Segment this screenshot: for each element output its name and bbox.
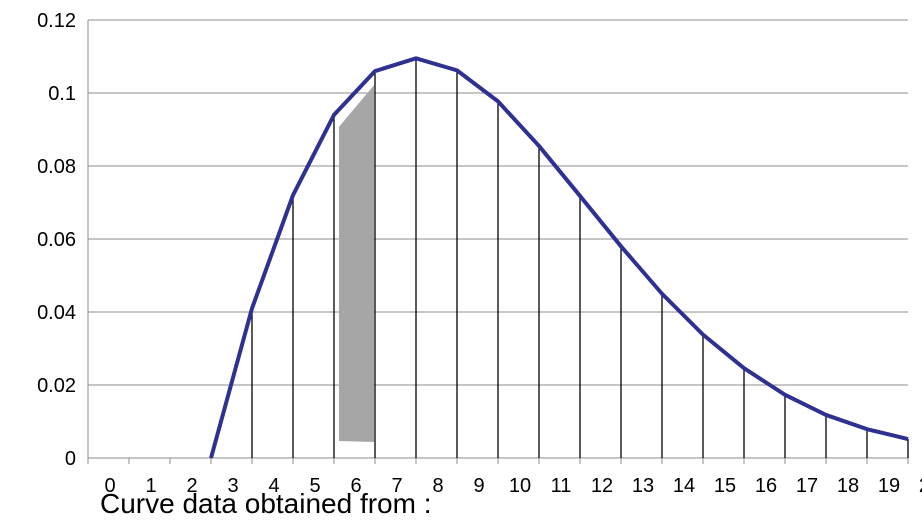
x-tick-label: 3 <box>227 475 238 497</box>
x-tick-label: 14 <box>673 475 695 497</box>
x-tick-label: 4 <box>268 475 279 497</box>
x-tick-label: 19 <box>878 475 900 497</box>
drop-lines <box>251 58 909 458</box>
y-tick-label: 0.1 <box>48 83 76 105</box>
y-tick-label: 0.08 <box>37 156 76 178</box>
x-tick-label: 12 <box>591 475 613 497</box>
x-tick-label: 13 <box>632 475 654 497</box>
y-tick-label: 0.06 <box>37 229 76 251</box>
x-tick-label: 8 <box>432 475 443 497</box>
y-tick-label: 0.02 <box>37 375 76 397</box>
x-tick-label: 9 <box>473 475 484 497</box>
y-tick-label: 0.12 <box>37 10 76 32</box>
y-axis-labels: 0 0.02 0.04 0.06 0.08 0.1 0.12 <box>37 10 76 470</box>
x-tick-label: 0 <box>104 475 115 497</box>
x-tick-label: 1 <box>145 475 156 497</box>
x-tick-label: 20 <box>919 475 922 497</box>
x-axis-labels: 01234567891011121314151617181920 <box>104 475 922 497</box>
x-tick-label: 16 <box>755 475 777 497</box>
x-tick-label: 6 <box>350 475 361 497</box>
x-tick-label: 18 <box>837 475 859 497</box>
shaded-band-area <box>339 85 374 442</box>
x-tick-label: 11 <box>551 475 572 497</box>
curve-line <box>209 56 909 459</box>
x-tick-label: 5 <box>309 475 320 497</box>
x-tick-label: 17 <box>796 475 818 497</box>
x-tick-label: 2 <box>186 475 197 497</box>
y-tick-label: 0.04 <box>37 302 76 324</box>
shaded-band <box>339 85 374 442</box>
x-tick-label: 10 <box>509 475 531 497</box>
axis-ticks <box>87 458 909 464</box>
x-tick-label: 7 <box>391 475 402 497</box>
y-tick-label: 0 <box>65 448 76 470</box>
curve <box>209 56 909 459</box>
x-tick-label: 15 <box>714 475 736 497</box>
chart-caption: Curve data obtained from : <box>100 488 432 519</box>
